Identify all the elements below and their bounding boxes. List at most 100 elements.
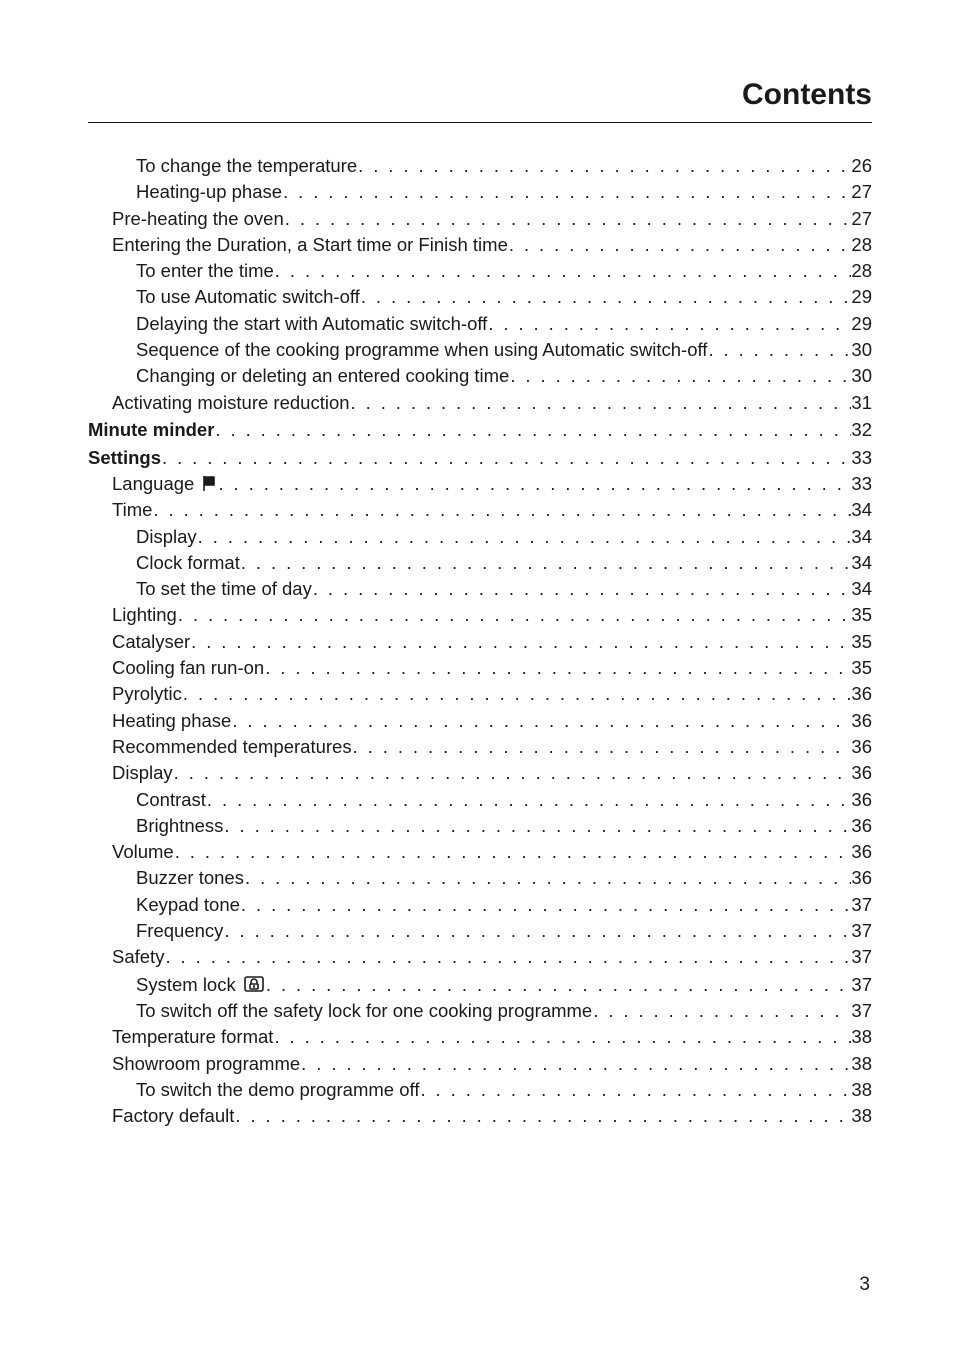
dot-leader [182, 685, 852, 704]
toc-entry-label: Contrast [136, 791, 206, 810]
flag-icon [202, 475, 216, 492]
dot-leader [707, 341, 851, 360]
toc-entry-label: Temperature format [112, 1028, 273, 1047]
toc-entry: System lock 37 [88, 975, 872, 995]
table-of-contents: To change the temperature26Heating-up ph… [88, 157, 872, 1126]
dot-leader [264, 659, 851, 678]
dot-leader [161, 449, 851, 468]
toc-entry-page: 27 [851, 210, 872, 229]
toc-entry-page: 35 [851, 659, 872, 678]
toc-entry-page: 27 [851, 183, 872, 202]
toc-entry: Activating moisture reduction 31 [88, 394, 872, 413]
toc-entry-page: 38 [851, 1107, 872, 1126]
toc-entry: Brightness36 [88, 817, 872, 836]
dot-leader [152, 501, 851, 520]
dot-leader [352, 738, 852, 757]
toc-entry-page: 36 [851, 791, 872, 810]
dot-leader [360, 288, 852, 307]
dot-leader [240, 896, 852, 915]
toc-entry: Display36 [88, 764, 872, 783]
toc-entry-label: Cooling fan run-on [112, 659, 264, 678]
dot-leader [265, 976, 852, 995]
lock-icon [244, 975, 264, 993]
toc-entry: Factory default 38 [88, 1107, 872, 1126]
toc-entry: Pre-heating the oven 27 [88, 210, 872, 229]
dot-leader [244, 869, 851, 888]
dot-leader [350, 394, 852, 413]
toc-entry-page: 37 [851, 896, 872, 915]
toc-entry-label: Keypad tone [136, 896, 240, 915]
toc-entry: Contrast 36 [88, 791, 872, 810]
toc-entry-page: 36 [851, 843, 872, 862]
toc-entry-page: 31 [851, 394, 872, 413]
toc-entry-label: To use Automatic switch-off [136, 288, 360, 307]
toc-entry: To set the time of day34 [88, 580, 872, 599]
dot-leader [177, 606, 852, 625]
dot-leader [273, 1028, 851, 1047]
toc-entry-label: To switch off the safety lock for one co… [136, 1002, 592, 1021]
toc-entry-label: Buzzer tones [136, 869, 244, 888]
toc-entry: To use Automatic switch-off29 [88, 288, 872, 307]
toc-entry-label: Pre-heating the oven [112, 210, 284, 229]
toc-entry-label: To switch the demo programme off [136, 1081, 419, 1100]
toc-entry-label: Catalyser [112, 633, 190, 652]
toc-entry-page: 35 [851, 606, 872, 625]
toc-entry-page: 36 [851, 738, 872, 757]
page-number: 3 [859, 1274, 870, 1296]
dot-leader [214, 421, 851, 440]
toc-entry-page: 36 [851, 817, 872, 836]
toc-entry: Cooling fan run-on 35 [88, 659, 872, 678]
dot-leader [357, 157, 851, 176]
toc-entry: Heating-up phase27 [88, 183, 872, 202]
toc-entry-label: To set the time of day [136, 580, 312, 599]
toc-entry: Keypad tone 37 [88, 896, 872, 915]
toc-entry: Delaying the start with Automatic switch… [88, 315, 872, 334]
toc-entry-label: Safety [112, 948, 164, 967]
dot-leader [300, 1055, 851, 1074]
toc-entry: Changing or deleting an entered cooking … [88, 367, 872, 386]
toc-entry: Heating phase36 [88, 712, 872, 731]
toc-entry-page: 37 [851, 976, 872, 995]
dot-leader [217, 475, 851, 494]
dot-leader [223, 922, 851, 941]
dot-leader [164, 948, 851, 967]
dot-leader [223, 817, 851, 836]
toc-entry-page: 36 [851, 764, 872, 783]
toc-entry: Sequence of the cooking programme when u… [88, 341, 872, 360]
dot-leader [509, 367, 851, 386]
toc-entry-page: 26 [851, 157, 872, 176]
toc-entry-label: Factory default [112, 1107, 234, 1126]
dot-leader [231, 712, 851, 731]
dot-leader [174, 843, 852, 862]
toc-entry-label: Activating moisture reduction [112, 394, 350, 413]
toc-entry-label: Lighting [112, 606, 177, 625]
toc-entry: Minute minder32 [88, 421, 872, 440]
toc-entry-page: 34 [851, 554, 872, 573]
toc-entry: Display34 [88, 528, 872, 547]
toc-entry: Recommended temperatures 36 [88, 738, 872, 757]
toc-entry: Pyrolytic36 [88, 685, 872, 704]
toc-entry-label: System lock [136, 975, 265, 995]
toc-entry-label: Recommended temperatures [112, 738, 352, 757]
toc-entry-page: 37 [851, 922, 872, 941]
toc-entry-page: 33 [851, 449, 872, 468]
toc-entry: Language 33 [88, 475, 872, 494]
toc-entry: Volume36 [88, 843, 872, 862]
toc-entry-label: Heating phase [112, 712, 231, 731]
toc-entry: Entering the Duration, a Start time or F… [88, 236, 872, 255]
toc-entry: Settings33 [88, 449, 872, 468]
toc-entry-page: 38 [851, 1028, 872, 1047]
toc-entry: To enter the time28 [88, 262, 872, 281]
toc-entry: To switch off the safety lock for one co… [88, 1002, 872, 1021]
dot-leader [284, 210, 852, 229]
dot-leader [274, 262, 852, 281]
dot-leader [508, 236, 852, 255]
toc-entry-page: 28 [851, 262, 872, 281]
dot-leader [173, 764, 852, 783]
toc-entry: Temperature format 38 [88, 1028, 872, 1047]
toc-entry: Showroom programme38 [88, 1055, 872, 1074]
toc-entry-page: 29 [851, 315, 872, 334]
toc-entry-label: Changing or deleting an entered cooking … [136, 367, 509, 386]
toc-entry-page: 36 [851, 685, 872, 704]
toc-entry-page: 30 [851, 341, 872, 360]
